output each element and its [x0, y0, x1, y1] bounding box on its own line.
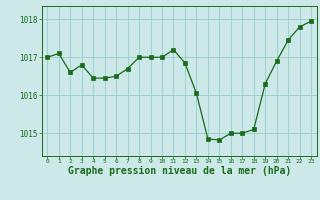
X-axis label: Graphe pression niveau de la mer (hPa): Graphe pression niveau de la mer (hPa) [68, 166, 291, 176]
